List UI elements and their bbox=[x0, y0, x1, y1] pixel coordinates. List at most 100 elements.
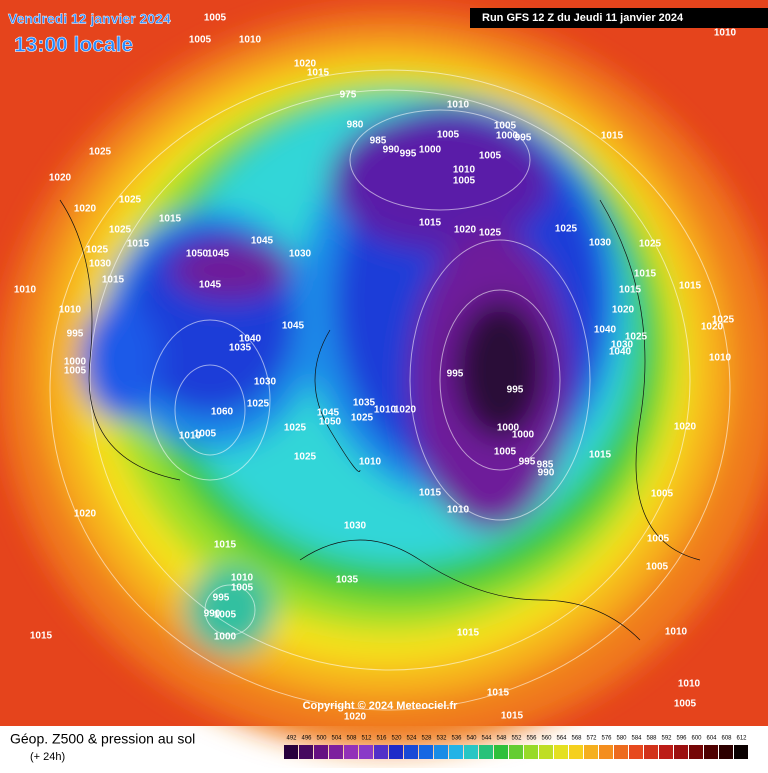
isobar-label: 1005 bbox=[194, 429, 217, 440]
isobar-label: 1005 bbox=[647, 534, 670, 545]
scale-label: 568 bbox=[571, 736, 582, 742]
scale-label: 548 bbox=[496, 736, 507, 742]
isobar-label: 995 bbox=[507, 385, 524, 396]
isobar-label: 1015 bbox=[487, 688, 510, 699]
isobar-label: 1015 bbox=[307, 68, 330, 79]
scale-swatch bbox=[659, 745, 673, 759]
isobar-label: 995 bbox=[400, 149, 417, 160]
scale-label: 504 bbox=[331, 736, 342, 742]
scale-swatch bbox=[464, 745, 478, 759]
scale-label: 536 bbox=[451, 736, 462, 742]
scale-swatch bbox=[674, 745, 688, 759]
scale-swatch bbox=[734, 745, 748, 759]
scale-label: 496 bbox=[301, 736, 312, 742]
isobar-label: 1045 bbox=[251, 236, 274, 247]
scale-label: 532 bbox=[436, 736, 447, 742]
isobar-label: 990 bbox=[538, 468, 555, 479]
time: 13:00 locale bbox=[14, 34, 133, 57]
isobar-label: 1000 bbox=[512, 430, 535, 441]
isobar-label: 1025 bbox=[625, 332, 648, 343]
isobar-label: 985 bbox=[370, 136, 387, 147]
isobar-label: 1015 bbox=[102, 275, 125, 286]
coastlines bbox=[59, 199, 701, 641]
isobar-label: 1025 bbox=[639, 239, 662, 250]
scale-label: 600 bbox=[691, 736, 702, 742]
isobar-label: 1005 bbox=[494, 121, 517, 132]
scale-label: 560 bbox=[541, 736, 552, 742]
scale-swatch bbox=[284, 745, 298, 759]
scale-swatch bbox=[329, 745, 343, 759]
isobar-label: 995 bbox=[213, 593, 230, 604]
isobar-label: 1020 bbox=[49, 173, 72, 184]
isobar-label: 1020 bbox=[344, 712, 367, 723]
scale-label: 492 bbox=[286, 736, 297, 742]
isobar-label: 1010 bbox=[374, 405, 397, 416]
isobar-label: 1020 bbox=[454, 225, 477, 236]
scale-swatch bbox=[299, 745, 313, 759]
isobar-label: 1040 bbox=[594, 325, 617, 336]
scale-swatch bbox=[479, 745, 493, 759]
isobar-label: 1025 bbox=[89, 147, 112, 158]
scale-label: 580 bbox=[616, 736, 627, 742]
isobar-label: 1025 bbox=[555, 224, 578, 235]
isobar-label: 990 bbox=[204, 609, 221, 620]
isobar-label: 1010 bbox=[239, 35, 262, 46]
isobar-label: 1010 bbox=[447, 100, 470, 111]
scale-label: 604 bbox=[706, 736, 717, 742]
isobar-label: 1005 bbox=[479, 151, 502, 162]
isobar-label: 1015 bbox=[214, 540, 237, 551]
isobar-label: 1045 bbox=[317, 408, 340, 419]
scale-label: 508 bbox=[346, 736, 357, 742]
scale-swatch bbox=[344, 745, 358, 759]
isobar-label: 1020 bbox=[394, 405, 417, 416]
isobar-label: 1005 bbox=[494, 447, 517, 458]
scale-swatch bbox=[524, 745, 538, 759]
isobar-label: 995 bbox=[519, 457, 536, 468]
isobar-label: 1015 bbox=[619, 285, 642, 296]
isobar-label: 1005 bbox=[189, 35, 212, 46]
isobar-label: 1015 bbox=[501, 711, 524, 722]
scale-swatch bbox=[584, 745, 598, 759]
isobars bbox=[49, 69, 731, 711]
isobar-label: 1015 bbox=[419, 218, 442, 229]
isobar-label: 1005 bbox=[453, 176, 476, 187]
isobar-label: 985 bbox=[537, 460, 554, 471]
scale-swatch bbox=[449, 745, 463, 759]
isobar-label: 1050 bbox=[319, 417, 342, 428]
isobar-label: 1040 bbox=[239, 334, 262, 345]
scale-swatch bbox=[644, 745, 658, 759]
scale-label: 572 bbox=[586, 736, 597, 742]
run-box bbox=[470, 8, 768, 28]
isobar-label: 1010 bbox=[359, 457, 382, 468]
footer-lead: (+ 24h) bbox=[30, 751, 65, 763]
scale-label: 528 bbox=[421, 736, 432, 742]
scale-swatch bbox=[554, 745, 568, 759]
isobar-label: 975 bbox=[340, 90, 357, 101]
isobar-label: 1045 bbox=[207, 249, 230, 260]
isobar-label: 1020 bbox=[612, 305, 635, 316]
isobar-label: 1035 bbox=[336, 575, 359, 586]
isobar-label: 1030 bbox=[611, 340, 634, 351]
isobar-label: 1025 bbox=[294, 452, 317, 463]
scale-label: 520 bbox=[391, 736, 402, 742]
scale-swatch bbox=[359, 745, 373, 759]
scale-swatch bbox=[374, 745, 388, 759]
isobar-label: 1010 bbox=[678, 679, 701, 690]
scale-label: 552 bbox=[511, 736, 522, 742]
isobar-label: 1035 bbox=[353, 398, 376, 409]
isobar-label: 1050 bbox=[186, 249, 209, 260]
isobar-label: 1015 bbox=[679, 281, 702, 292]
isobar-labels: 1005 101010051010102010159751010980985990… bbox=[14, 13, 737, 723]
run-info: Run GFS 12 Z du Jeudi 11 janvier 2024 bbox=[482, 12, 684, 24]
isobar-label: 1005 bbox=[214, 610, 237, 621]
isobar-label: 1010 bbox=[14, 285, 37, 296]
isobar-label: 1015 bbox=[127, 239, 150, 250]
isobar-label: 1015 bbox=[634, 269, 657, 280]
scale-label: 556 bbox=[526, 736, 537, 742]
isobar-label: 1030 bbox=[589, 238, 612, 249]
date: Vendredi 12 janvier 2024 bbox=[8, 11, 171, 27]
isobar-label: 1005 bbox=[437, 130, 460, 141]
isobar-label: 1015 bbox=[419, 488, 442, 499]
height-field bbox=[0, 10, 768, 750]
